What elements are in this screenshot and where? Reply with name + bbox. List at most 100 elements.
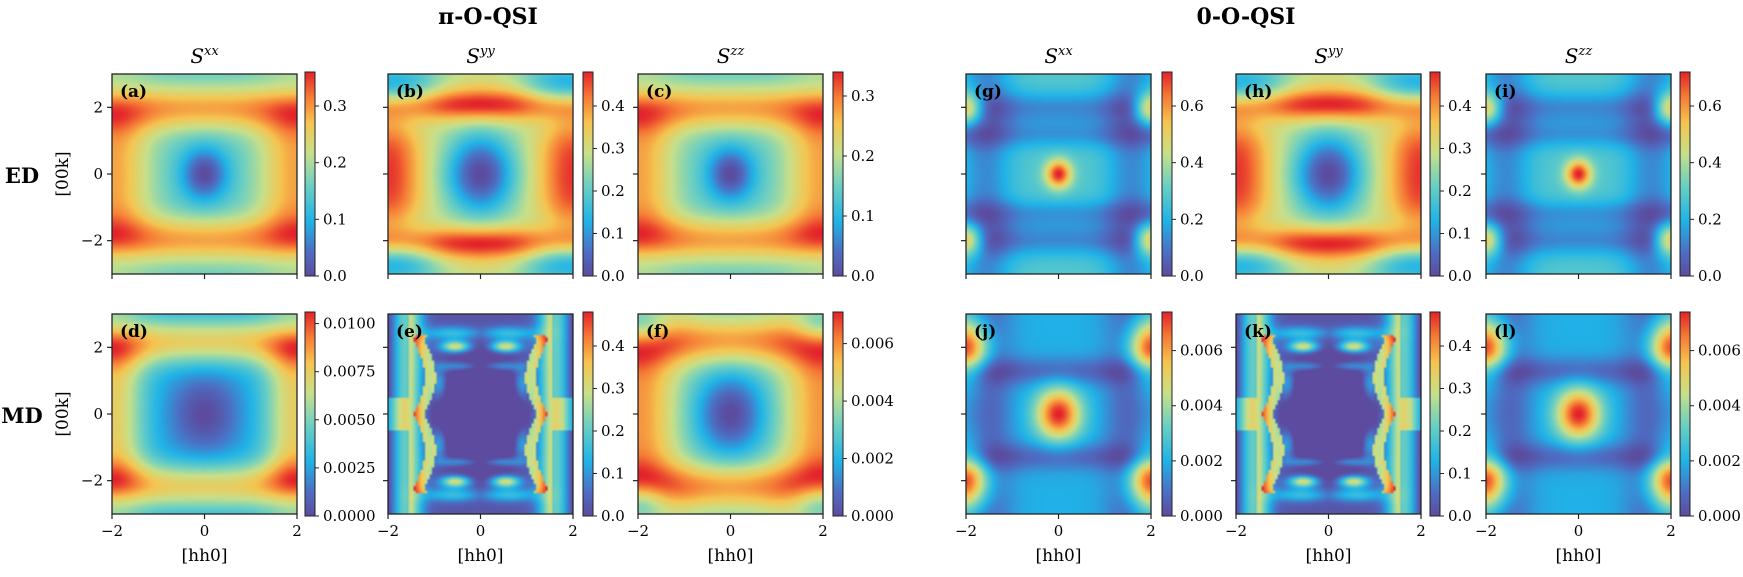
x-tick-label: 2 [292, 522, 302, 540]
panel-title: Sxx [1044, 44, 1073, 68]
colorbar [1161, 71, 1173, 277]
panel-f: (f) −2 0 2 [hh0] 0.000 0.002 0.004 0.006 [627, 311, 894, 566]
panel-label: (b) [396, 82, 424, 102]
heatmap-image [1236, 74, 1421, 274]
panel-label: (h) [1244, 82, 1272, 102]
colorbar-tick-label: 0.2 [851, 147, 875, 165]
panel-c: (c) Szz 0.0 0.1 0.2 0.3 [633, 44, 875, 285]
colorbar-tick-label: 0.3 [601, 140, 625, 158]
colorbar-tick-label: 0.6 [1698, 97, 1722, 115]
colorbar-tick-label: 0.4 [1180, 154, 1204, 172]
panel-label: (l) [1494, 322, 1517, 342]
colorbar-tick-label: 0.2 [1448, 182, 1472, 200]
x-tick-label: 2 [1666, 522, 1676, 540]
panel-g: (g) Sxx 0.0 0.2 0.4 0.6 [961, 44, 1204, 285]
colorbar-tick-label: 0.006 [1180, 342, 1223, 360]
colorbar-tick-label: 0.1 [323, 210, 347, 228]
row-label-md: MD [1, 403, 42, 428]
x-axis-label: [hh0] [458, 546, 504, 566]
panel-label: (k) [1244, 322, 1272, 342]
panel-label: (a) [120, 82, 147, 102]
panel-title: Syy [466, 44, 495, 68]
colorbar [1429, 311, 1441, 517]
panel-j: (j) −2 0 2 [hh0] 0.000 0.002 0.004 0.006 [955, 311, 1223, 566]
colorbar-tick-label: 0.1 [851, 207, 875, 225]
colorbar-tick-label: 0.3 [1448, 140, 1472, 158]
panel-label: (g) [974, 82, 1002, 102]
y-tick-label: 2 [93, 338, 103, 356]
y-axis-label: [00k] [53, 151, 73, 196]
panel-title: Syy [1314, 44, 1343, 68]
y-tick-label: 2 [93, 98, 103, 116]
group-title-zero: 0-O-QSI [1197, 4, 1296, 30]
heatmap-image [388, 74, 573, 274]
colorbar-tick-label: 0.2 [1448, 422, 1472, 440]
heatmap-image [966, 314, 1151, 514]
colorbar-tick-label: 0.004 [1180, 397, 1223, 415]
colorbar-tick-label: 0.3 [851, 87, 875, 105]
x-tick-label: 0 [726, 522, 736, 540]
colorbar-tick-label: 0.0 [323, 267, 347, 285]
colorbar-tick-label: 0.6 [1180, 97, 1204, 115]
x-tick-label: −2 [955, 522, 977, 540]
colorbar [582, 311, 594, 517]
heatmap-image [1486, 314, 1671, 514]
colorbar-tick-label: 0.006 [851, 335, 894, 353]
colorbar-tick-label: 0.0 [1448, 267, 1472, 285]
colorbar [304, 311, 316, 517]
colorbar-tick-label: 0.000 [1180, 507, 1223, 525]
colorbar-tick-label: 0.0 [601, 267, 625, 285]
panel-label: (e) [396, 322, 423, 342]
colorbar-tick-label: 0.4 [1448, 97, 1472, 115]
colorbar-tick-label: 0.0 [1180, 267, 1204, 285]
x-tick-label: 0 [1574, 522, 1584, 540]
y-tick-label: −2 [81, 472, 103, 490]
x-axis-label: [hh0] [1036, 546, 1082, 566]
panel-label: (j) [974, 322, 996, 342]
colorbar [832, 71, 844, 277]
x-axis-label: [hh0] [1556, 546, 1602, 566]
y-tick-label: 0 [93, 165, 103, 183]
colorbar-tick-label: 0.1 [1448, 225, 1472, 243]
heatmap-image [388, 314, 573, 514]
panel-k: (k) −2 0 2 [hh0] 0.0 0.1 0.2 0.3 0.4 [1225, 311, 1472, 566]
heatmap-image [112, 314, 297, 514]
panel-b: (b) Syy 0.0 0.1 0.2 0.3 0.4 [383, 44, 625, 285]
colorbar [832, 311, 844, 517]
group-title-pi: π-O-QSI [438, 4, 538, 30]
colorbar-tick-label: 0.0000 [323, 507, 376, 525]
colorbar-tick-label: 0.1 [601, 465, 625, 483]
x-tick-label: 0 [476, 522, 486, 540]
panel-h: (h) Syy 0.0 0.1 0.2 0.3 0.4 [1231, 44, 1472, 285]
colorbar-tick-label: 0.3 [1448, 380, 1472, 398]
colorbar [1429, 71, 1441, 277]
heatmap-image [1236, 314, 1421, 514]
colorbar-tick-label: 0.006 [1698, 342, 1741, 360]
colorbar-tick-label: 0.3 [323, 97, 347, 115]
colorbar-tick-label: 0.0 [851, 267, 875, 285]
colorbar-tick-label: 0.4 [1448, 337, 1472, 355]
colorbar [582, 71, 594, 277]
x-tick-label: 0 [200, 522, 210, 540]
panel-title: Szz [717, 44, 745, 68]
x-tick-label: 0 [1324, 522, 1334, 540]
panel-label: (f) [646, 322, 669, 342]
panel-l: (l) −2 0 2 [hh0] 0.000 0.002 0.004 0.006 [1475, 311, 1741, 566]
colorbar [1161, 311, 1173, 517]
panel-label: (d) [120, 322, 148, 342]
panel-e: (e) −2 0 2 [hh0] 0.0 0.1 0.2 0.3 0.4 [377, 311, 625, 566]
colorbar-tick-label: 0.1 [1448, 465, 1472, 483]
colorbar-tick-label: 0.000 [1698, 507, 1741, 525]
heatmap-image [1486, 74, 1671, 274]
colorbar-tick-label: 0.0100 [323, 315, 376, 333]
heatmap-image [112, 74, 297, 274]
colorbar-tick-label: 0.004 [1698, 397, 1741, 415]
colorbar-tick-label: 0.2 [601, 182, 625, 200]
colorbar-tick-label: 0.4 [1698, 154, 1722, 172]
panel-title: Sxx [190, 44, 219, 68]
colorbar [304, 71, 316, 277]
colorbar-tick-label: 0.2 [601, 422, 625, 440]
colorbar [1679, 71, 1691, 277]
colorbar-tick-label: 0.0 [1698, 267, 1722, 285]
